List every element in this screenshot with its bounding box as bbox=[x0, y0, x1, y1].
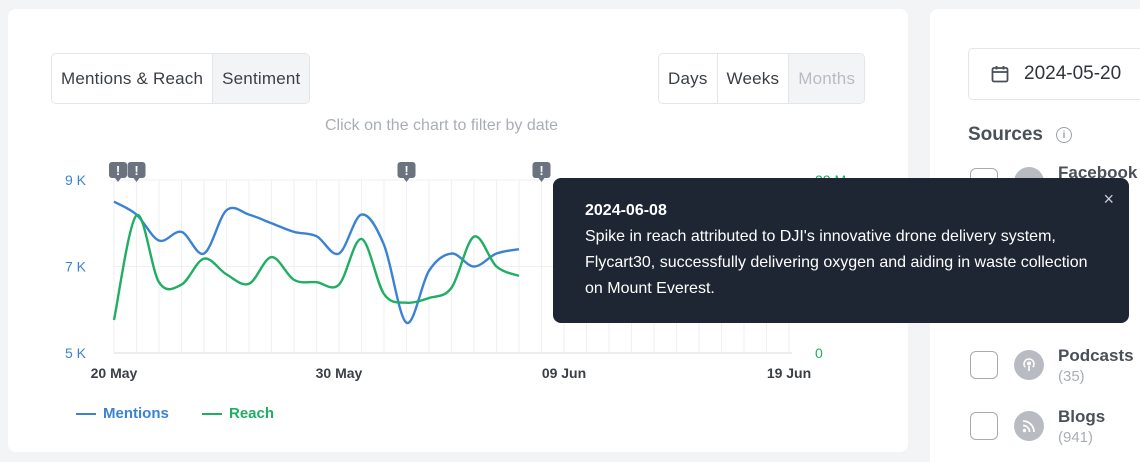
tab-sentiment[interactable]: Sentiment bbox=[212, 54, 310, 103]
source-name: Facebook bbox=[1058, 163, 1138, 182]
legend-mentions[interactable]: Mentions bbox=[76, 405, 169, 422]
podcast-icon bbox=[1014, 350, 1044, 380]
sources-heading: Sources i bbox=[968, 124, 1072, 146]
x-tick-label: 20 May bbox=[91, 365, 138, 381]
annotation-marker: ! bbox=[397, 162, 416, 182]
chart-type-toggle: Mentions & Reach Sentiment bbox=[51, 53, 311, 104]
tooltip-text: Spike in reach attributed to DJI's innov… bbox=[585, 228, 1088, 297]
source-checkbox[interactable] bbox=[970, 412, 998, 440]
annotation-marker: ! bbox=[109, 162, 127, 182]
rss-icon bbox=[1014, 411, 1044, 441]
source-name: Blogs bbox=[1058, 407, 1106, 426]
chart-annotations: !!!! bbox=[109, 162, 551, 182]
x-tick-label: 30 May bbox=[316, 365, 363, 381]
info-icon[interactable]: i bbox=[1055, 127, 1072, 143]
source-checkbox[interactable] bbox=[970, 351, 998, 379]
tab-mentions-reach[interactable]: Mentions & Reach bbox=[52, 54, 213, 103]
source-count: (35) bbox=[1058, 368, 1085, 385]
y-left-tick-label: 5 K bbox=[65, 345, 87, 361]
annotation-marker-label: ! bbox=[539, 163, 543, 178]
source-podcasts[interactable]: Podcasts (35) bbox=[970, 346, 1134, 385]
source-blogs[interactable]: Blogs (941) bbox=[970, 407, 1105, 446]
source-name: Podcasts bbox=[1058, 346, 1134, 365]
source-count: (941) bbox=[1058, 429, 1094, 446]
mentions-swatch bbox=[76, 412, 96, 415]
annotation-marker-label: ! bbox=[404, 163, 408, 178]
sources-title: Sources bbox=[968, 124, 1043, 145]
reach-swatch bbox=[202, 412, 222, 415]
y-left-tick-label: 9 K bbox=[65, 172, 87, 188]
tooltip-date: 2024-06-08 bbox=[585, 202, 667, 219]
chart-hint: Click on the chart to filter by date bbox=[325, 117, 558, 134]
y-left-tick-label: 7 K bbox=[65, 259, 87, 275]
mentions-series-line bbox=[113, 200, 520, 324]
x-tick-label: 19 Jun bbox=[767, 365, 811, 381]
x-tick-label: 09 Jun bbox=[542, 365, 586, 381]
legend-mentions-label: Mentions bbox=[103, 405, 169, 422]
reach-series-line bbox=[112, 214, 520, 321]
period-toggle: Days Weeks Months bbox=[658, 53, 866, 104]
period-days[interactable]: Days bbox=[659, 54, 717, 103]
calendar-icon bbox=[991, 66, 1009, 83]
annotation-marker: ! bbox=[127, 162, 146, 182]
close-icon[interactable]: × bbox=[1103, 189, 1114, 209]
period-weeks[interactable]: Weeks bbox=[716, 54, 789, 103]
annotation-marker: ! bbox=[532, 162, 551, 182]
date-filter-input[interactable]: 2024-05-20 bbox=[968, 48, 1140, 100]
chart-lines bbox=[112, 200, 520, 324]
legend-reach[interactable]: Reach bbox=[202, 405, 274, 422]
y-right-tick-label: 0 bbox=[815, 345, 823, 361]
annotation-marker-label: ! bbox=[116, 163, 120, 178]
annotation-marker-label: ! bbox=[134, 163, 138, 178]
annotation-tooltip: 2024-06-08 Spike in reach attributed to … bbox=[553, 178, 1129, 323]
period-months[interactable]: Months bbox=[788, 54, 865, 103]
legend-reach-label: Reach bbox=[229, 405, 275, 422]
date-filter-value: 2024-05-20 bbox=[1024, 63, 1122, 84]
